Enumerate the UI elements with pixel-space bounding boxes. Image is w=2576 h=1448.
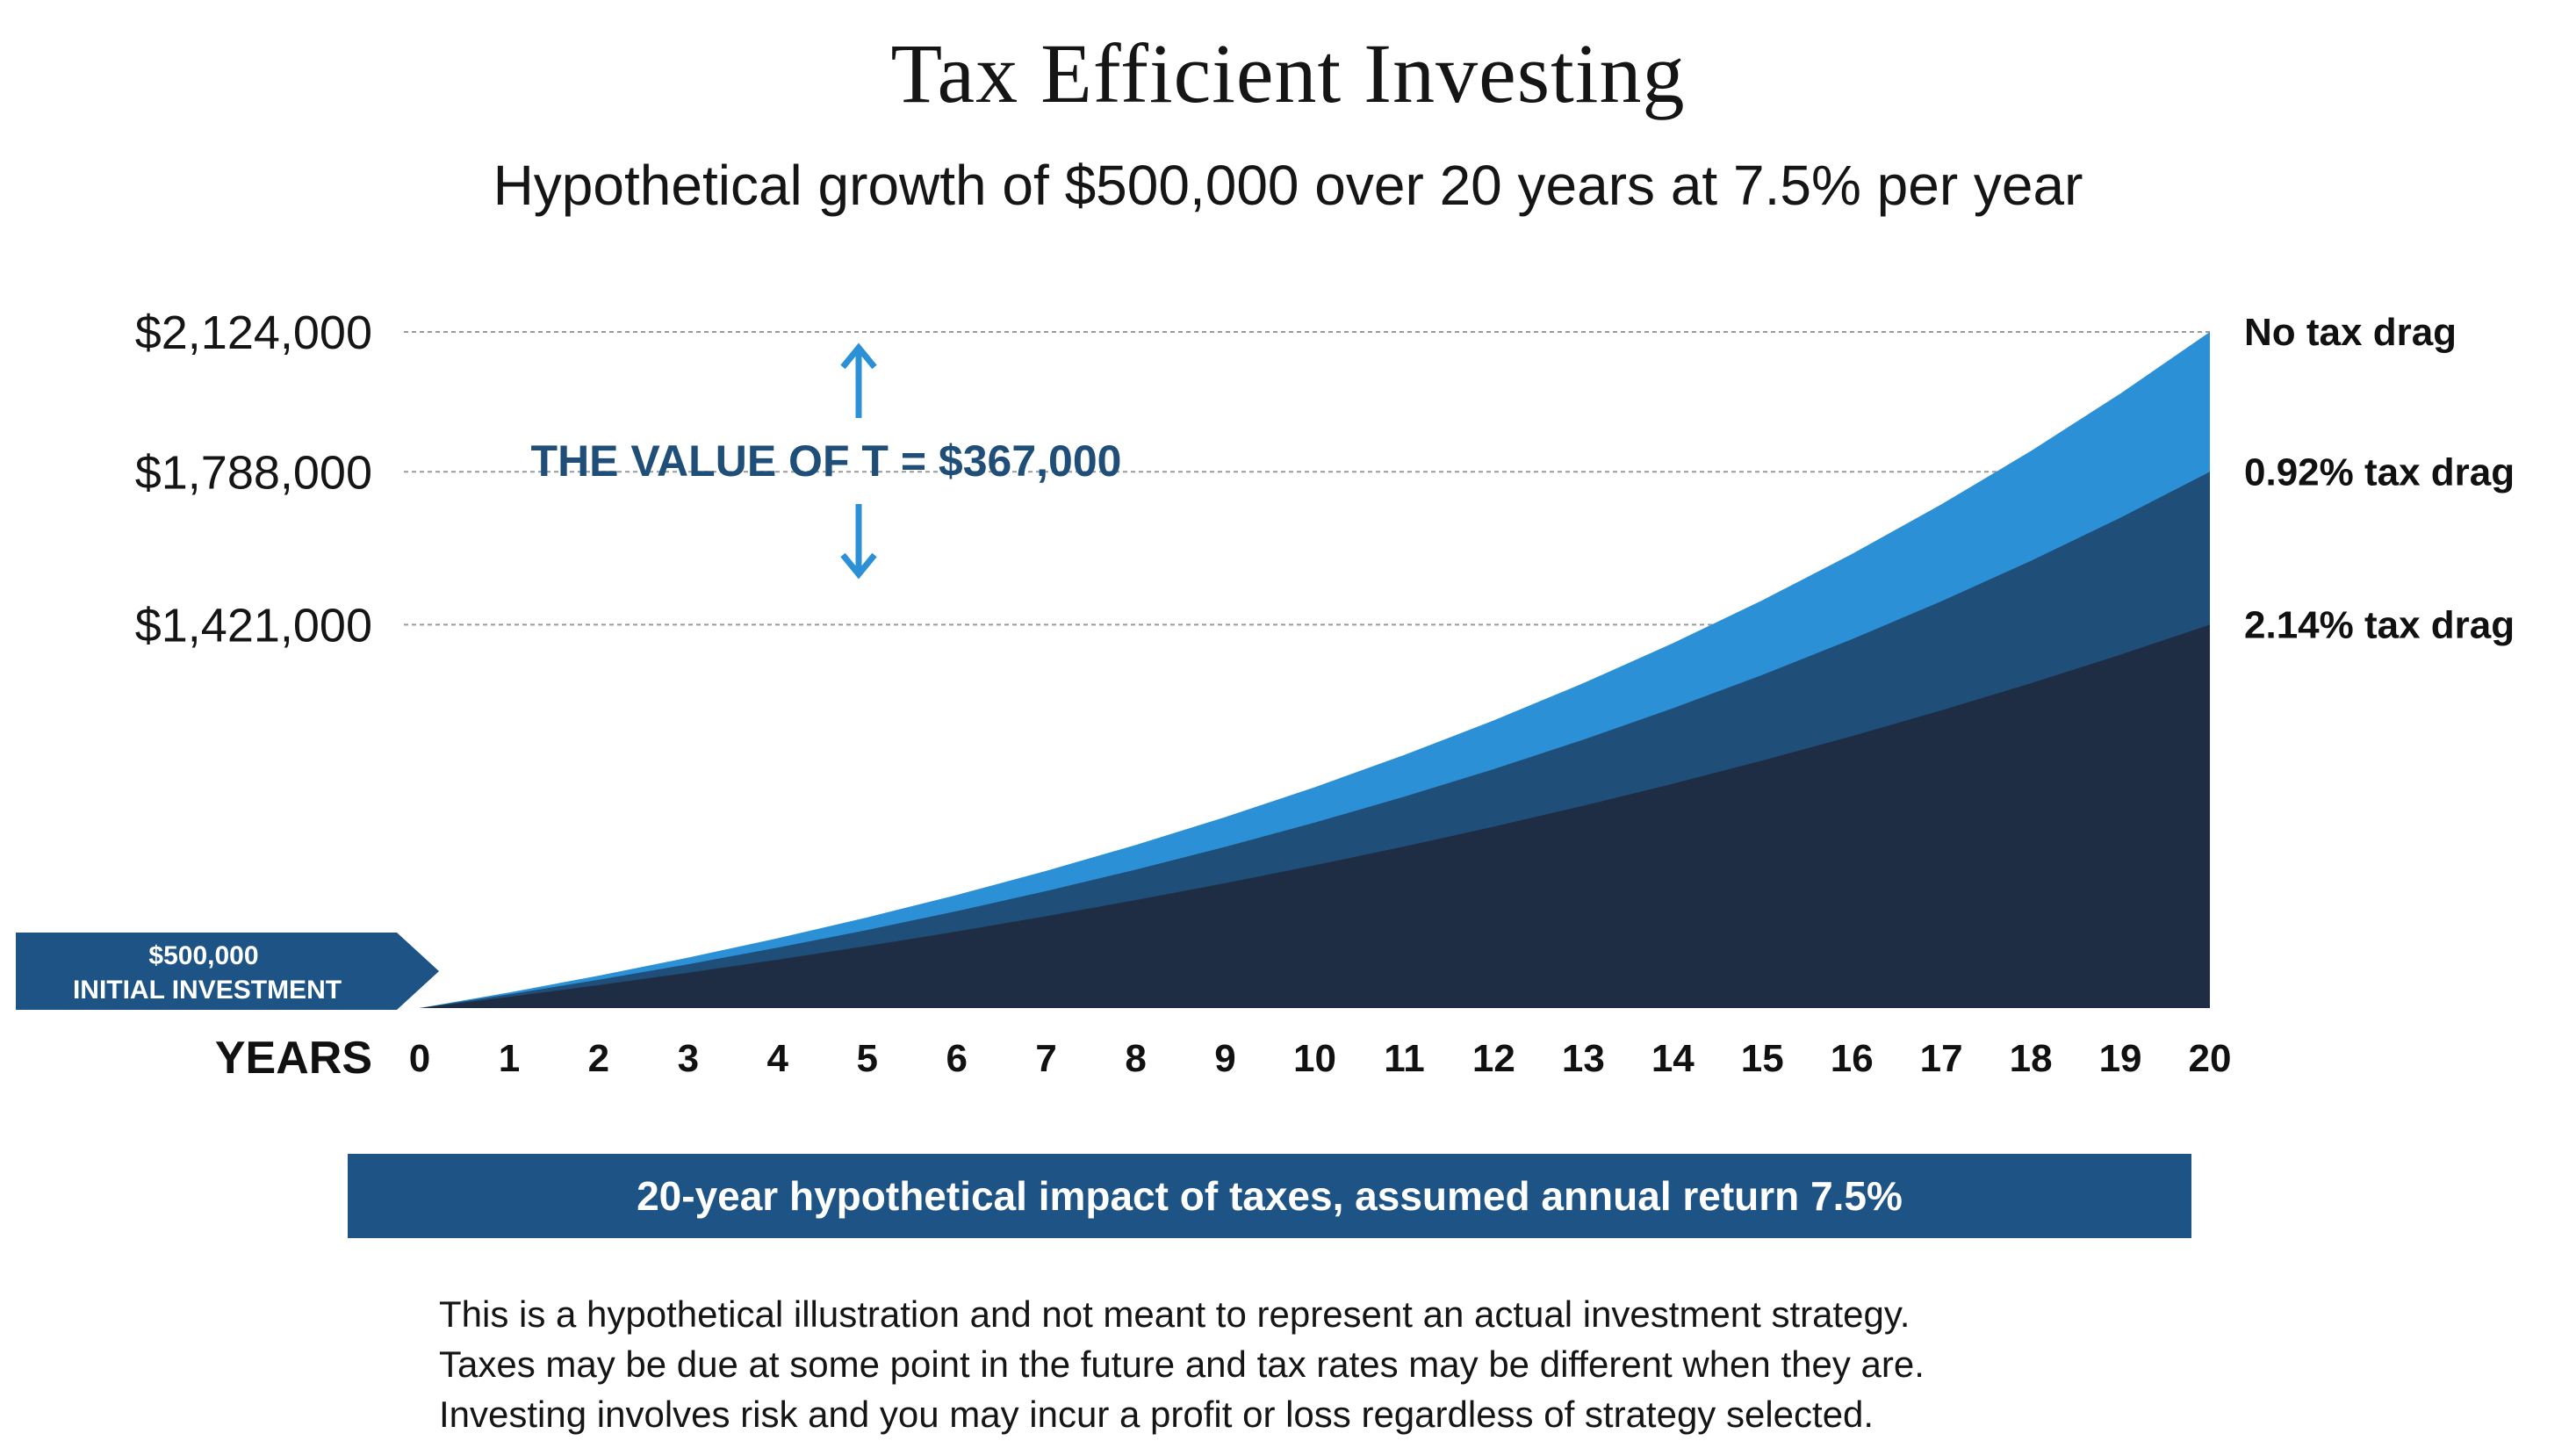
x-tick-label: 0 xyxy=(409,1037,430,1080)
y-tick-label: $1,421,000 xyxy=(135,599,372,652)
x-tick-label: 5 xyxy=(857,1037,878,1080)
y-tick-label: $1,788,000 xyxy=(135,446,372,499)
x-tick-label: 16 xyxy=(1831,1037,1874,1080)
chart-title: Tax Efficient Investing xyxy=(890,26,1686,120)
series-label: No tax drag xyxy=(2244,311,2457,354)
x-tick-label: 7 xyxy=(1035,1037,1056,1080)
initial-investment-amount: $500,000 xyxy=(148,941,258,970)
x-tick-label: 20 xyxy=(2189,1037,2232,1080)
series-label: 0.92% tax drag xyxy=(2244,450,2515,493)
x-tick-label: 8 xyxy=(1125,1037,1146,1080)
area-2 xyxy=(420,624,2210,1008)
x-tick-label: 2 xyxy=(588,1037,609,1080)
x-tick-label: 10 xyxy=(1293,1037,1336,1080)
chart-subtitle: Hypothetical growth of $500,000 over 20 … xyxy=(493,154,2083,217)
x-tick-label: 12 xyxy=(1472,1037,1515,1080)
x-tick-label: 4 xyxy=(767,1037,789,1080)
arrow-down-head-icon xyxy=(840,552,877,580)
x-axis-ticks: YEARS 0 1 2 3 4 5 6 7 8 9 10 11 12 13 14 15 16 17 18 19 20 xyxy=(215,1033,2232,1084)
x-tick-label: 15 xyxy=(1741,1037,1784,1080)
disclaimer-line: Investing involves risk and you may incu… xyxy=(439,1394,1874,1435)
disclaimer: This is a hypothetical illustration and … xyxy=(439,1289,2283,1439)
x-tick-label: 14 xyxy=(1651,1037,1695,1080)
x-tick-label: 17 xyxy=(1920,1037,1963,1080)
disclaimer-line: This is a hypothetical illustration and … xyxy=(439,1293,1910,1335)
x-tick-label: 13 xyxy=(1562,1037,1605,1080)
y-axis-ticks: $2,124,000 $1,788,000 $1,421,000 xyxy=(135,306,372,652)
x-tick-label: 19 xyxy=(2099,1037,2142,1080)
arrow-up-head-icon xyxy=(840,342,877,370)
x-tick-label: 9 xyxy=(1214,1037,1235,1080)
x-tick-label: 3 xyxy=(678,1037,699,1080)
value-of-t-label: THE VALUE OF T = $367,000 xyxy=(531,436,1122,486)
value-of-t-annotation: THE VALUE OF T = $367,000 xyxy=(531,342,1122,580)
x-tick-label: 1 xyxy=(499,1037,520,1080)
initial-investment-tag: $500,000 INITIAL INVESTMENT xyxy=(16,933,439,1010)
area-series xyxy=(420,332,2210,1008)
y-tick-label: $2,124,000 xyxy=(135,306,372,359)
x-tick-label: 18 xyxy=(2010,1037,2053,1080)
series-label: 2.14% tax drag xyxy=(2244,603,2515,646)
disclaimer-line: Taxes may be due at some point in the fu… xyxy=(439,1344,1925,1385)
initial-investment-arrow-shape xyxy=(16,933,439,1010)
impact-banner: 20-year hypothetical impact of taxes, as… xyxy=(348,1154,2191,1238)
x-tick-label: 6 xyxy=(946,1037,967,1080)
x-tick-label: 11 xyxy=(1384,1037,1425,1080)
series-labels: No tax drag 0.92% tax drag 2.14% tax drag xyxy=(2244,311,2515,646)
x-axis-label: YEARS xyxy=(215,1033,372,1084)
initial-investment-caption: INITIAL INVESTMENT xyxy=(73,976,342,1005)
